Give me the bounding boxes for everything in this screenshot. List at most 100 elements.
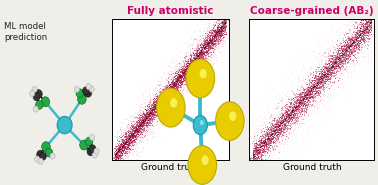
Point — [212, 29, 218, 32]
Point — [198, 37, 204, 40]
Point — [141, 126, 147, 129]
Point — [312, 90, 318, 92]
Point — [166, 106, 172, 109]
Point — [332, 36, 338, 39]
Point — [183, 72, 189, 75]
Point — [349, 47, 355, 50]
Point — [285, 96, 291, 99]
Point — [169, 96, 175, 99]
Point — [120, 153, 126, 156]
Point — [297, 109, 304, 112]
Point — [178, 75, 184, 78]
Point — [127, 132, 133, 135]
Point — [130, 134, 136, 137]
Point — [212, 32, 218, 35]
Point — [273, 129, 279, 132]
Point — [336, 59, 342, 62]
Point — [164, 79, 170, 82]
Point — [165, 80, 171, 83]
Point — [353, 31, 359, 34]
Point — [216, 42, 222, 45]
Point — [354, 59, 360, 62]
Point — [368, 9, 374, 12]
Point — [164, 88, 170, 91]
Point — [132, 135, 138, 138]
Point — [220, 15, 226, 18]
Point — [260, 135, 266, 138]
Point — [186, 62, 192, 65]
Point — [112, 152, 118, 155]
Point — [152, 107, 158, 110]
Point — [255, 145, 261, 148]
Point — [191, 63, 197, 66]
Point — [333, 61, 339, 64]
Point — [264, 130, 270, 133]
Point — [300, 74, 306, 77]
Point — [292, 121, 298, 124]
Point — [301, 94, 307, 97]
Point — [326, 70, 332, 73]
Point — [160, 112, 166, 115]
Point — [185, 63, 191, 66]
Point — [206, 30, 212, 33]
Point — [133, 123, 139, 126]
Point — [219, 30, 225, 33]
Point — [359, 42, 365, 45]
Point — [143, 124, 149, 127]
Point — [198, 52, 204, 55]
Point — [321, 74, 327, 77]
Point — [285, 121, 291, 124]
Point — [352, 36, 358, 39]
Point — [219, 24, 225, 27]
Point — [254, 144, 260, 147]
Point — [266, 132, 272, 135]
Point — [139, 123, 145, 126]
Point — [266, 131, 272, 134]
Point — [294, 112, 300, 115]
Point — [120, 145, 126, 148]
Point — [364, 30, 370, 33]
Point — [270, 141, 276, 144]
Point — [133, 138, 139, 141]
Point — [133, 120, 139, 122]
Point — [135, 125, 141, 128]
Point — [218, 34, 224, 37]
Point — [273, 134, 279, 137]
Point — [272, 123, 278, 126]
Point — [148, 121, 154, 124]
Point — [349, 51, 355, 54]
Point — [332, 76, 338, 79]
Point — [319, 66, 325, 69]
Point — [323, 97, 329, 100]
Point — [366, 41, 372, 44]
Point — [167, 97, 174, 100]
Point — [288, 94, 294, 97]
Point — [161, 93, 167, 96]
Point — [254, 156, 260, 159]
Point — [291, 127, 297, 130]
Point — [219, 2, 225, 5]
Point — [112, 153, 118, 156]
Point — [125, 145, 132, 148]
Point — [147, 112, 153, 115]
Point — [267, 139, 273, 142]
Point — [214, 26, 220, 29]
Point — [256, 151, 262, 154]
Point — [262, 148, 268, 151]
Point — [115, 151, 121, 154]
Point — [115, 145, 121, 148]
Point — [201, 38, 207, 41]
Point — [269, 159, 275, 162]
Point — [170, 87, 176, 90]
Point — [116, 148, 122, 151]
Point — [186, 86, 192, 89]
Point — [260, 117, 266, 120]
Point — [291, 93, 297, 96]
Point — [293, 92, 299, 95]
Point — [254, 158, 260, 161]
Point — [123, 147, 129, 150]
Point — [196, 72, 202, 75]
Point — [140, 105, 146, 108]
Point — [121, 148, 127, 151]
Point — [155, 98, 161, 101]
